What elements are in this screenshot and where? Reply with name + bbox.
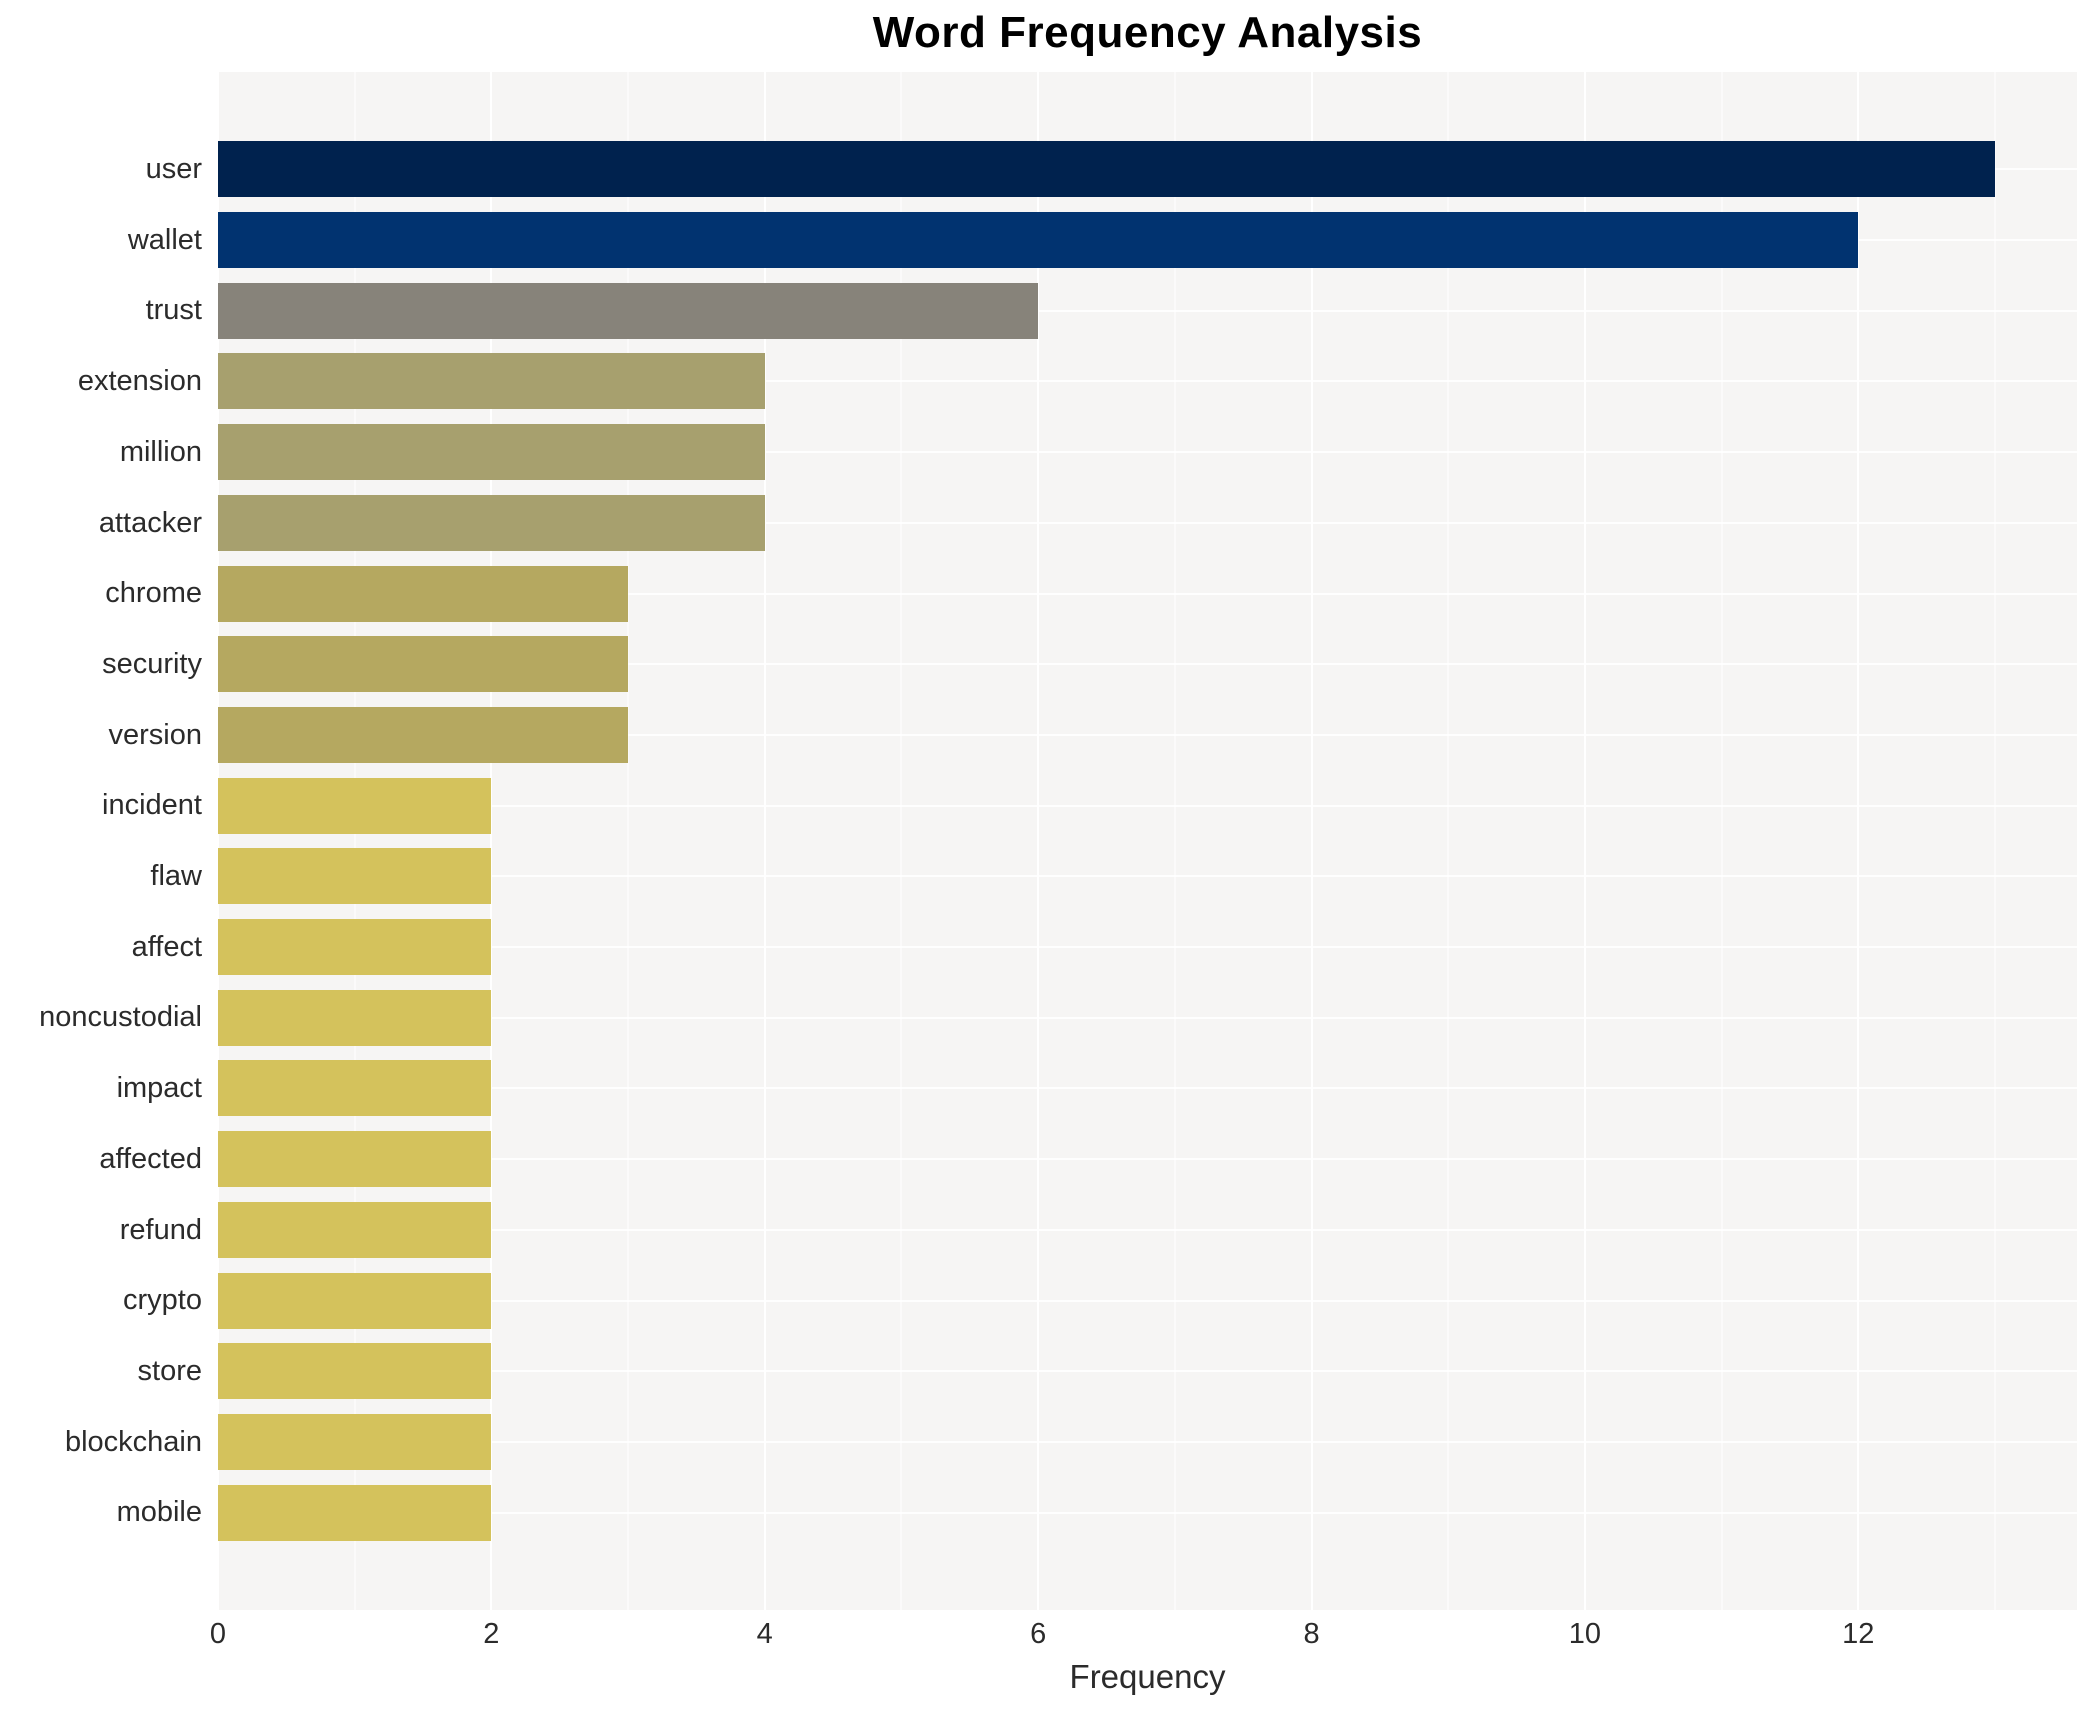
gridline-y-chrome (218, 592, 2077, 595)
gridline-y-impact (218, 1087, 2077, 1090)
x-tick-label-4: 4 (756, 1618, 773, 1650)
gridline-y-blockchain (218, 1440, 2077, 1443)
minor-gridline-x-11 (1720, 72, 1723, 1610)
minor-gridline-x-5 (900, 72, 903, 1610)
bar-user (218, 141, 1995, 198)
y-tick-label-trust: trust (145, 294, 202, 327)
bar-affected (218, 1131, 492, 1188)
gridline-x-6 (1037, 72, 1040, 1610)
y-tick-label-extension: extension (77, 365, 202, 398)
gridline-y-extension (218, 380, 2077, 383)
x-tick-label-10: 10 (1568, 1618, 1602, 1650)
y-tick-label-affected: affected (99, 1142, 202, 1175)
y-tick-label-wallet: wallet (127, 223, 202, 256)
minor-gridline-x-9 (1447, 72, 1450, 1610)
gridline-y-refund (218, 1228, 2077, 1231)
y-tick-label-million: million (119, 435, 202, 468)
bar-refund (218, 1201, 492, 1258)
gridline-y-incident (218, 804, 2077, 807)
y-tick-label-impact: impact (116, 1072, 202, 1105)
gridline-x-2 (490, 72, 493, 1610)
gridline-x-10 (1583, 72, 1586, 1610)
gridline-x-4 (763, 72, 766, 1610)
bar-flaw (218, 848, 492, 905)
y-tick-label-store: store (137, 1354, 202, 1387)
bar-noncustodial (218, 989, 492, 1046)
gridline-y-version (218, 733, 2077, 736)
y-tick-label-user: user (145, 153, 202, 185)
gridline-x-8 (1310, 72, 1313, 1610)
gridline-y-crypto (218, 1299, 2077, 1302)
gridline-y-noncustodial (218, 1016, 2077, 1019)
y-tick-label-chrome: chrome (105, 577, 202, 610)
x-tick-label-6: 6 (1030, 1618, 1047, 1650)
bar-impact (218, 1060, 492, 1117)
gridline-x-12 (1857, 72, 1860, 1610)
chart-title: Word Frequency Analysis (872, 8, 1423, 57)
x-tick-label-8: 8 (1303, 1618, 1320, 1650)
y-tick-label-affect: affect (131, 930, 202, 963)
gridline-y-trust (218, 309, 2077, 312)
y-tick-label-security: security (102, 647, 202, 680)
bar-crypto (218, 1272, 492, 1329)
bar-trust (218, 282, 1039, 339)
bar-version (218, 706, 629, 763)
gridline-y-security (218, 663, 2077, 666)
y-tick-label-noncustodial: noncustodial (39, 1001, 202, 1034)
plot-area (217, 72, 2077, 1610)
bar-mobile (218, 1484, 492, 1541)
minor-gridline-x-7 (1173, 72, 1176, 1610)
bar-blockchain (218, 1413, 492, 1470)
gridline-y-store (218, 1370, 2077, 1373)
y-tick-label-version: version (108, 718, 203, 751)
gridline-y-flaw (218, 875, 2077, 878)
x-tick-label-0: 0 (209, 1618, 227, 1650)
bar-security (218, 636, 629, 693)
y-tick-label-flaw: flaw (150, 860, 202, 892)
y-tick-label-incident: incident (102, 789, 202, 822)
minor-gridline-x-3 (627, 72, 630, 1610)
y-tick-label-crypto: crypto (123, 1284, 202, 1317)
bar-affect (218, 919, 492, 976)
bar-store (218, 1343, 492, 1400)
y-tick-label-mobile: mobile (116, 1496, 202, 1529)
bar-million (218, 424, 765, 481)
gridline-y-million (218, 451, 2077, 454)
x-axis-title: Frequency (1069, 1658, 1226, 1695)
bar-attacker (218, 494, 765, 551)
bar-extension (218, 353, 765, 410)
gridline-y-affect (218, 946, 2077, 949)
y-tick-label-blockchain: blockchain (64, 1425, 202, 1458)
x-tick-label-12: 12 (1842, 1618, 1875, 1650)
gridline-x-0 (217, 72, 219, 1610)
bar-incident (218, 777, 492, 834)
minor-gridline-x-13 (1993, 72, 1996, 1610)
minor-gridline-x-1 (353, 72, 356, 1610)
bar-chrome (218, 565, 629, 622)
y-tick-label-refund: refund (119, 1213, 202, 1246)
gridline-y-affected (218, 1158, 2077, 1161)
y-tick-label-attacker: attacker (98, 506, 202, 539)
bar-wallet (218, 212, 1859, 269)
gridline-y-attacker (218, 521, 2077, 524)
x-tick-label-2: 2 (483, 1618, 500, 1650)
gridline-y-mobile (218, 1511, 2077, 1514)
